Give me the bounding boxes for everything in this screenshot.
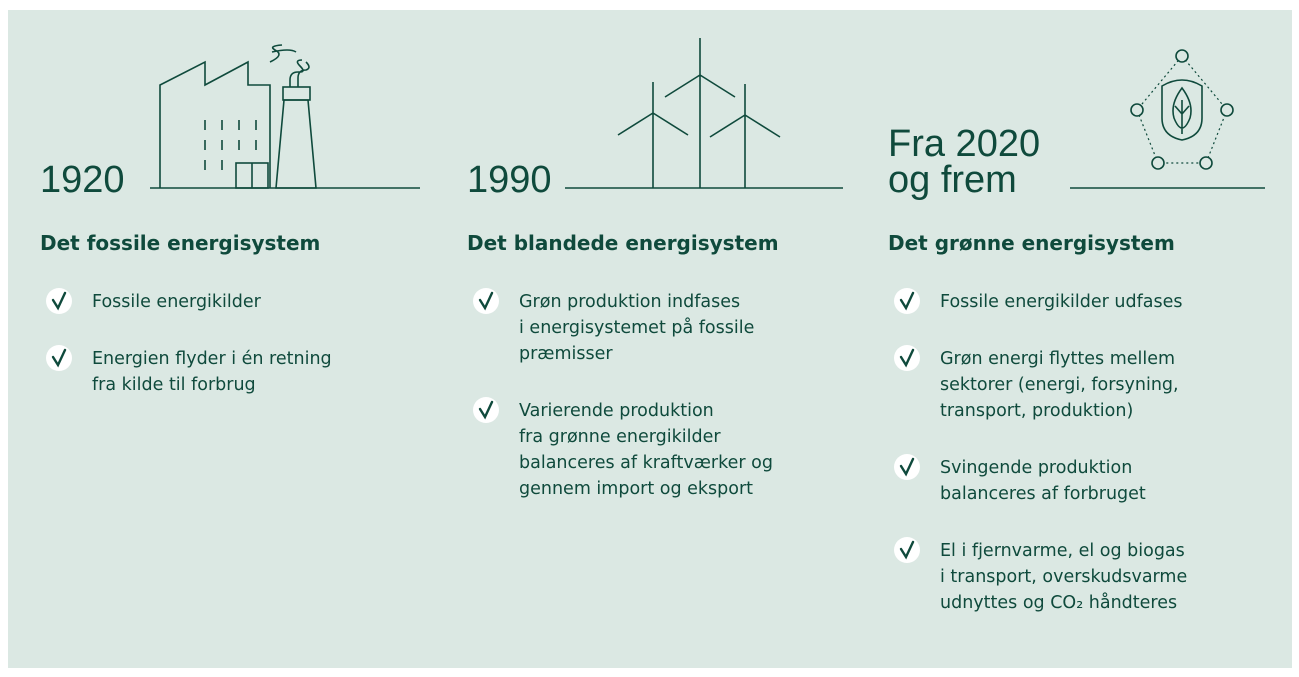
check	[899, 457, 915, 477]
check	[478, 400, 494, 420]
item-text: i transport, overskudsvarme	[940, 567, 1187, 587]
item-text: Grøn produktion indfases	[519, 292, 740, 312]
item-text: Fossile energikilder	[92, 292, 262, 312]
check	[899, 540, 915, 560]
check-circle	[46, 288, 72, 314]
green-icon	[1070, 49, 1265, 189]
check	[51, 348, 67, 368]
check	[899, 291, 915, 311]
item-text: fra grønne energikilder	[519, 427, 721, 447]
item-text: Fossile energikilder udfases	[940, 292, 1183, 312]
item-text: Svingende produktion	[940, 458, 1132, 478]
item-text: sektorer (energi, forsyning,	[940, 375, 1179, 395]
era: 1990	[467, 159, 552, 201]
heading: Det fossile energisystem	[40, 231, 320, 255]
item-text: balanceres af forbruget	[940, 484, 1146, 504]
era: 1920	[40, 159, 125, 201]
check	[899, 348, 915, 368]
check-circle	[894, 288, 920, 314]
check-circle	[46, 345, 72, 371]
wind-icon	[565, 38, 843, 189]
check-circle	[894, 454, 920, 480]
check	[478, 291, 494, 311]
item-text: Energien flyder i én retning	[92, 349, 332, 369]
item-text: udnyttes og CO₂ håndteres	[940, 592, 1177, 613]
era: Fra 2020	[888, 123, 1040, 165]
check-circle	[894, 537, 920, 563]
item-text: Grøn energi flyttes mellem	[940, 349, 1175, 369]
heading: Det blandede energisystem	[467, 231, 779, 255]
factory-icon	[150, 44, 420, 189]
item-text: transport, produktion)	[940, 401, 1133, 421]
heading: Det grønne energisystem	[888, 231, 1175, 255]
item-text: El i fjernvarme, el og biogas	[940, 541, 1185, 561]
check-circle	[473, 288, 499, 314]
era: og frem	[888, 159, 1017, 201]
check-circle	[894, 345, 920, 371]
item-text: fra kilde til forbrug	[92, 375, 256, 395]
item-text: Varierende produktion	[519, 401, 714, 421]
item-text: gennem import og eksport	[519, 479, 753, 499]
item-text: balanceres af kraftværker og	[519, 453, 773, 473]
check-circle	[473, 397, 499, 423]
item-text: præmisser	[519, 344, 613, 364]
panel	[8, 10, 1292, 668]
check	[51, 291, 67, 311]
item-text: i energisystemet på fossile	[519, 317, 754, 338]
